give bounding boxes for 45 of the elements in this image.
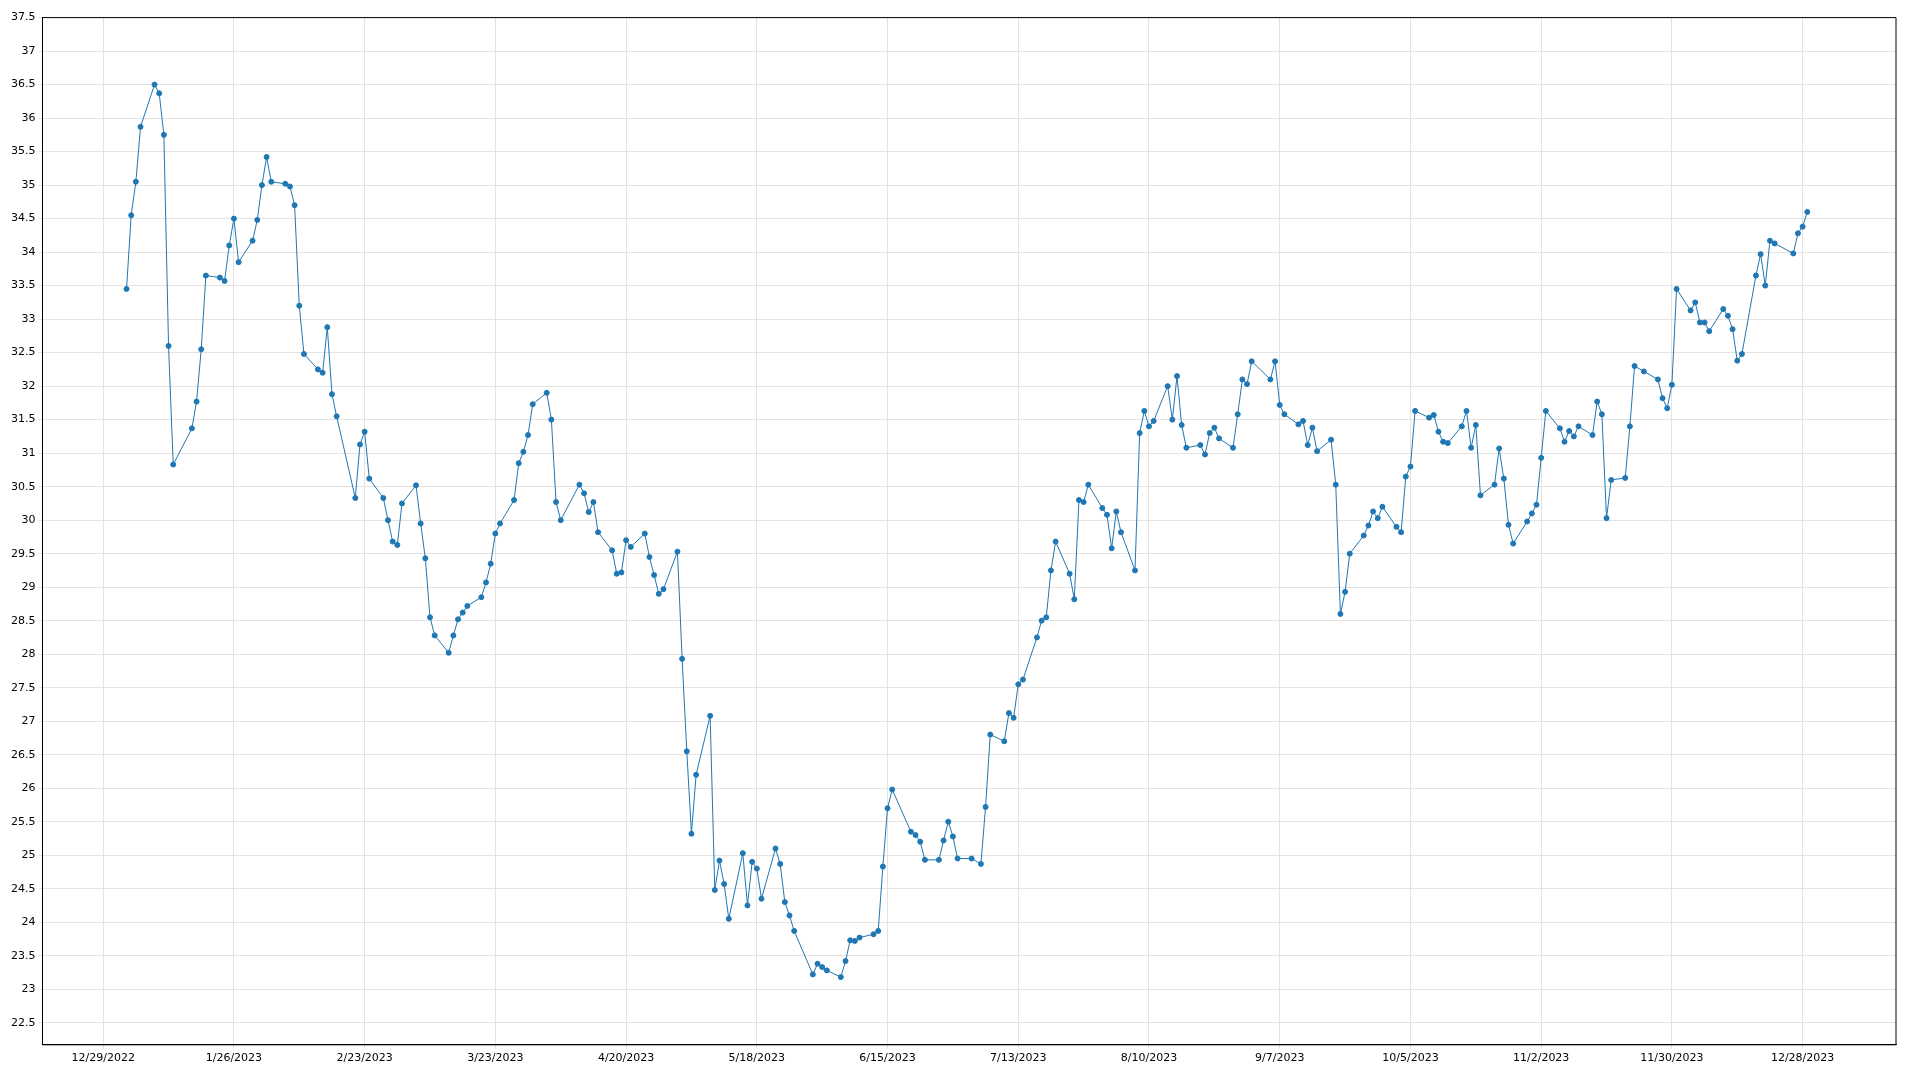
y-tick-label: 25.5 <box>10 814 36 828</box>
y-tick-label: 26.5 <box>10 747 36 761</box>
x-tick-label: 10/5/2023 <box>1382 1051 1439 1065</box>
x-tick-label: 3/23/2023 <box>467 1051 524 1065</box>
x-tick-label: 2/23/2023 <box>336 1051 393 1065</box>
y-tick-label: 36 <box>21 110 36 124</box>
x-tick-label: 8/10/2023 <box>1120 1051 1178 1065</box>
y-tick-label: 26 <box>21 781 36 795</box>
x-tick-label: 9/7/2023 <box>1255 1051 1305 1065</box>
y-tick-label: 32 <box>21 378 36 392</box>
y-tick-label: 22.5 <box>10 1015 36 1029</box>
x-tick-label: 4/20/2023 <box>597 1051 655 1065</box>
y-tick-label: 24 <box>21 915 36 929</box>
x-tick-label: 11/2/2023 <box>1512 1051 1570 1065</box>
y-tick-label: 27 <box>21 714 36 728</box>
y-tick-label: 25 <box>21 848 36 862</box>
y-tick-label: 28 <box>21 647 36 661</box>
y-tick-label: 34 <box>21 244 36 258</box>
y-tick-label: 37 <box>21 43 36 57</box>
x-tick-label: 6/15/2023 <box>859 1051 916 1065</box>
y-tick-label: 33.5 <box>10 278 36 292</box>
y-tick-label: 36.5 <box>10 77 36 91</box>
y-tick-label: 30.5 <box>10 479 36 493</box>
y-tick-label: 24.5 <box>10 881 36 895</box>
y-tick-label: 27.5 <box>10 680 36 694</box>
y-tick-label: 31.5 <box>10 412 36 426</box>
y-tick-label: 28.5 <box>10 613 36 627</box>
y-tick-label: 31 <box>21 446 36 459</box>
x-tick-label: 12/28/2023 <box>1770 1051 1835 1065</box>
x-tick-label: 5/18/2023 <box>728 1051 786 1065</box>
y-tick-label: 29.5 <box>10 546 36 560</box>
y-tick-label: 29 <box>21 580 36 594</box>
y-tick-label: 30 <box>21 513 36 526</box>
y-tick-label: 23 <box>21 982 36 996</box>
x-tick-label: 1/26/2023 <box>205 1051 263 1065</box>
y-tick-label: 37.5 <box>10 10 36 24</box>
x-tick-label: 7/13/2023 <box>990 1051 1047 1065</box>
y-tick-label: 34.5 <box>10 211 36 225</box>
y-tick-label: 32.5 <box>10 345 36 359</box>
y-tick-label: 35.5 <box>10 144 36 158</box>
y-tick-label: 33 <box>21 311 36 325</box>
y-tick-label: 35 <box>21 177 36 191</box>
y-tick-label: 23.5 <box>10 948 36 962</box>
x-tick-label: 11/30/2023 <box>1640 1051 1704 1065</box>
x-tick-label: 12/29/2022 <box>71 1051 135 1065</box>
